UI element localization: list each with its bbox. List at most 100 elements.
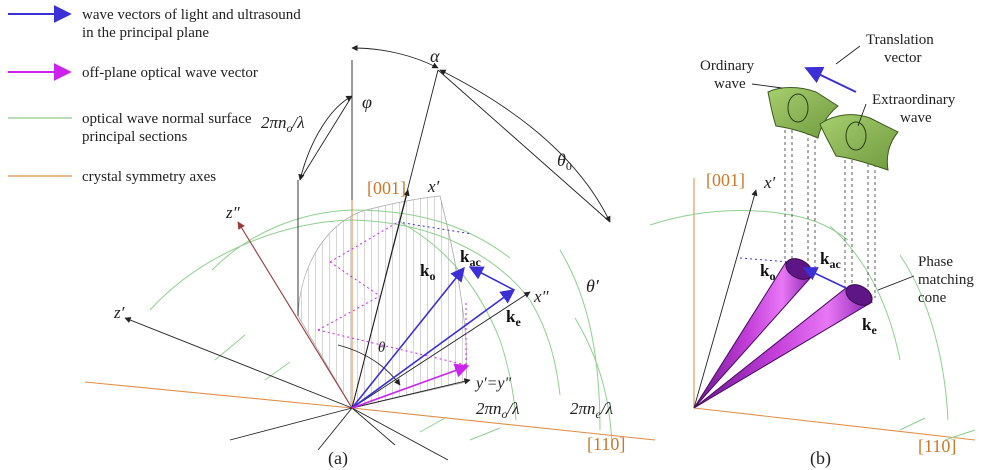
x-double-label: x″: [533, 287, 550, 306]
alpha-arc: [351, 44, 439, 69]
k-e-vector-a: [351, 289, 516, 409]
projection-lines: [784, 112, 876, 298]
extraordinary-label-1: Extraordinary: [872, 92, 956, 108]
green-arc-5: [574, 317, 613, 446]
y-eq-label: y′=y″: [474, 375, 512, 392]
dotted-magenta-2: [329, 261, 381, 297]
k-ac-vector-a: [468, 266, 515, 291]
phase-matching-cones: [693, 258, 874, 409]
translation-arrow: [804, 66, 857, 93]
axis-001-label-b: [001]: [706, 170, 745, 190]
panel-a: α φ θ0 θ′ θ 2πno/λ [001] x′ z″ z′ x″ y′=…: [84, 44, 656, 469]
phi-arc: [298, 95, 353, 181]
z-prime-axis: [124, 317, 353, 409]
panel-a-label: (a): [328, 448, 348, 469]
phase-label-3: cone: [918, 290, 947, 306]
green-arc-b3: [899, 254, 949, 421]
extraordinary-wave-plate: [819, 114, 899, 171]
axis-110-line-b: [693, 407, 976, 441]
y-axis-line: [351, 378, 471, 409]
x-prime-label-b: x′: [763, 173, 776, 192]
legend: wave vectors of light and ultrasound in …: [8, 5, 301, 185]
back-axis-4: [317, 407, 353, 451]
extraordinary-plate-ellipse: [845, 121, 867, 151]
green-tick-3: [419, 417, 446, 433]
extraordinary-cone-base: [845, 284, 873, 306]
radius-no-top-label: 2πno/λ: [261, 113, 305, 135]
panel-b-label: (b): [810, 448, 831, 469]
axis-x-back-line: [84, 381, 353, 409]
legend-label-2: off-plane optical wave vector: [82, 65, 258, 81]
x-prime-axis: [351, 189, 410, 409]
legend-label-3b: principal sections: [82, 129, 188, 145]
k-e-label-b: ke: [862, 315, 877, 337]
k-ac-vector-b: [802, 267, 847, 289]
panel-b: [001] x′ Ordinary wave Translation vecto…: [649, 32, 976, 469]
wave-normal-surfaces: [149, 209, 613, 446]
back-axis-3: [351, 407, 449, 461]
theta-label: θ: [378, 340, 386, 356]
theta-prime-label: θ′: [586, 276, 600, 296]
green-tick-4: [469, 427, 501, 441]
phase-label-1: Phase: [918, 254, 953, 270]
x-double-axis: [351, 291, 531, 409]
translation-leader: [835, 45, 861, 65]
back-axis-2: [351, 407, 396, 446]
theta0-leader: [437, 69, 611, 223]
wave-vectors-a: [351, 266, 516, 409]
theta0-arc: [439, 69, 611, 223]
legend-item-off-plane: off-plane optical wave vector: [8, 63, 258, 81]
green-tick-2: [264, 361, 291, 381]
dotted-blue-b: [739, 257, 791, 263]
x-prime-axis-b: [693, 189, 758, 409]
dotted-magenta-4: [317, 329, 467, 366]
callout-leaders: [751, 45, 915, 291]
dotted-magenta-3: [317, 295, 381, 331]
z-double-label: z″: [225, 203, 241, 222]
axis-110-label-b: [110]: [918, 436, 956, 456]
crystal-axes-a: [84, 200, 656, 441]
legend-label-4: crystal symmetry axes: [82, 169, 216, 185]
radius-no-bottom-label: 2πno/λ: [476, 399, 520, 421]
alpha-label: α: [430, 46, 440, 66]
ordinary-leader: [751, 83, 783, 89]
legend-label-1a: wave vectors of light and ultrasound: [82, 7, 301, 23]
green-tick-1: [214, 334, 246, 361]
legend-item-axes: crystal symmetry axes: [8, 169, 216, 185]
wave-normal-surfaces-b: [649, 210, 976, 441]
k-e-label-a: ke: [506, 307, 521, 329]
k-ac-label-b: kac: [820, 249, 841, 271]
green-arc-4: [559, 249, 601, 431]
green-tick-b2: [944, 429, 976, 441]
dotted-magenta-1: [329, 221, 399, 263]
k-o-label-b: ko: [760, 261, 775, 283]
theta0-label: θ0: [557, 150, 572, 173]
green-arc-2: [149, 219, 561, 396]
green-arc-3: [399, 221, 517, 421]
k-ac-label-a: kac: [460, 247, 481, 269]
axis-001-label-a: [001]: [367, 178, 406, 198]
extraordinary-label-2: wave: [900, 110, 932, 126]
legend-label-3a: optical wave normal surface: [82, 111, 252, 127]
phi-label: φ: [362, 92, 372, 112]
k-o-label-a: ko: [420, 261, 435, 283]
x-prime-label-a: x′: [427, 177, 440, 196]
phase-label-2: matching: [918, 272, 974, 288]
k-o-vector-a: [351, 266, 465, 409]
legend-label-1b: in the principal plane: [82, 25, 209, 41]
translation-label-1: Translation: [866, 32, 934, 48]
off-plane-vector-a: [351, 363, 470, 409]
extraordinary-leader: [857, 103, 867, 127]
z-double-axis: [237, 221, 353, 409]
legend-item-in-plane: wave vectors of light and ultrasound in …: [8, 5, 301, 41]
ordinary-label-2: wave: [714, 76, 746, 92]
ordinary-label-1: Ordinary: [700, 58, 755, 74]
theta-arc: [337, 344, 401, 386]
axis-110-line: [351, 407, 656, 441]
crystal-axes-b: [693, 178, 976, 441]
green-arc-b1: [649, 210, 849, 241]
translation-label-2: vector: [884, 50, 921, 66]
green-arc-b2: [829, 225, 901, 361]
legend-item-surface: optical wave normal surface principal se…: [8, 111, 252, 145]
